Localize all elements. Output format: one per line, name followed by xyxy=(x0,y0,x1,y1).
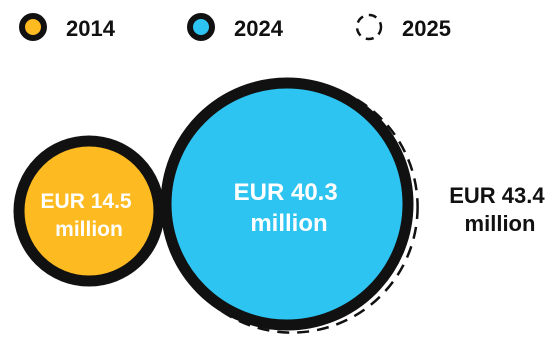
bubble-2014 xyxy=(13,135,165,287)
legend-label-2025: 2025 xyxy=(402,16,451,41)
value-label-2025-line2: million xyxy=(465,211,536,236)
bubbles xyxy=(13,77,419,334)
value-label-2024-line1: EUR 40.3 xyxy=(234,179,338,206)
bubble-labels: EUR 14.5 million EUR 40.3 million EUR 43… xyxy=(41,179,551,241)
legend-swatch-2024 xyxy=(187,13,215,41)
value-label-2025: EUR 43.4 million xyxy=(449,183,551,236)
value-label-2024-line2: million xyxy=(250,210,327,237)
bubble-2024 xyxy=(160,77,414,331)
value-label-2014-line2: million xyxy=(55,218,123,241)
value-label-2025-line1: EUR 43.4 xyxy=(449,183,545,208)
legend-item-2014: 2014 xyxy=(19,13,116,41)
legend-item-2025: 2025 xyxy=(355,13,451,41)
legend-swatch-2014 xyxy=(19,13,47,41)
legend: 2014 2024 2025 xyxy=(19,13,451,41)
legend-label-2024: 2024 xyxy=(234,16,284,41)
value-label-2024: EUR 40.3 million xyxy=(234,179,345,237)
legend-item-2024: 2024 xyxy=(187,13,284,41)
legend-swatch-2025 xyxy=(355,13,383,41)
value-label-2014-line1: EUR 14.5 xyxy=(41,190,132,213)
value-label-2014: EUR 14.5 million xyxy=(41,190,138,241)
legend-label-2014: 2014 xyxy=(66,16,116,41)
